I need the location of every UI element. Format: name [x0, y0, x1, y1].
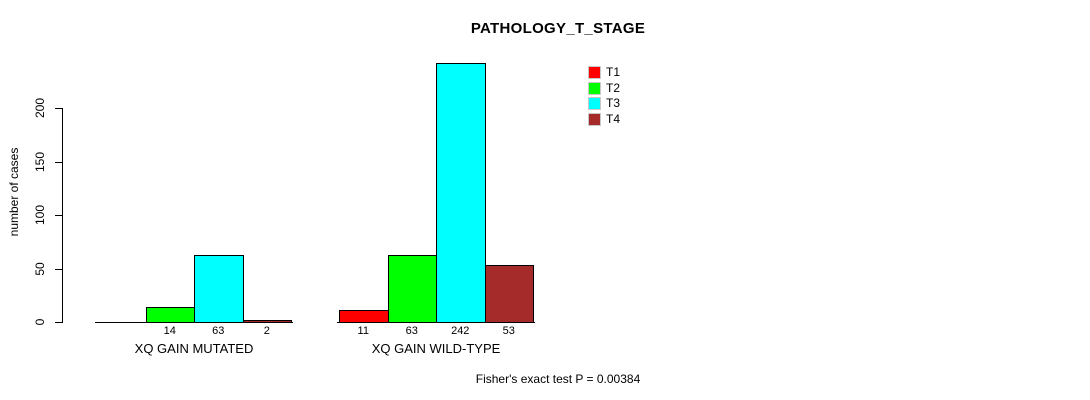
bar-t2: [145, 307, 195, 323]
bar-t3: [194, 255, 244, 323]
legend-item-t3: T3: [588, 96, 620, 112]
group-label: XQ GAIN WILD-TYPE: [371, 341, 501, 356]
y-tick-label: 200: [33, 97, 47, 119]
y-tick: [55, 322, 62, 323]
legend-swatch-icon: [588, 97, 601, 111]
group-label: XQ GAIN MUTATED: [134, 341, 254, 356]
y-tick-label: 150: [33, 151, 47, 172]
bar-t3: [436, 63, 486, 323]
legend-swatch-icon: [588, 66, 601, 80]
y-axis-line: [62, 108, 63, 323]
legend-label: T2: [606, 80, 621, 95]
legend-label: T3: [606, 96, 621, 111]
legend-label: T1: [606, 65, 621, 80]
bar-count-label: 53: [502, 325, 515, 337]
bar-t4: [242, 320, 292, 323]
y-tick: [55, 108, 62, 109]
caption-text: Fisher's exact test P = 0.00384: [475, 372, 641, 386]
bar-count-label: 63: [405, 325, 418, 337]
y-tick: [55, 215, 62, 216]
bar-t2: [387, 255, 437, 323]
y-axis-label: number of cases: [7, 147, 21, 237]
y-tick-label: 0: [33, 318, 47, 326]
legend-label: T4: [606, 111, 621, 126]
bar-count-label: 14: [163, 325, 176, 337]
legend-item-t1: T1: [588, 65, 620, 81]
chart-title: PATHOLOGY_T_STAGE: [470, 20, 646, 37]
y-tick: [55, 268, 62, 270]
legend-item-t2: T2: [588, 81, 620, 97]
bar-t4: [484, 265, 534, 323]
bar-count-label: 63: [212, 325, 225, 337]
y-tick-label: 100: [33, 204, 47, 226]
legend-swatch-icon: [588, 81, 601, 95]
legend-swatch-icon: [588, 112, 601, 126]
y-tick: [55, 161, 62, 163]
bar-count-label: 2: [263, 325, 270, 337]
legend-item-t4: T4: [588, 112, 620, 128]
legend: T1 T2 T3 T4: [588, 65, 620, 127]
bar-count-label: 242: [451, 325, 470, 337]
bar-t1: [339, 310, 389, 323]
bar-count-label: 11: [357, 325, 369, 337]
y-tick-label: 50: [33, 261, 47, 276]
